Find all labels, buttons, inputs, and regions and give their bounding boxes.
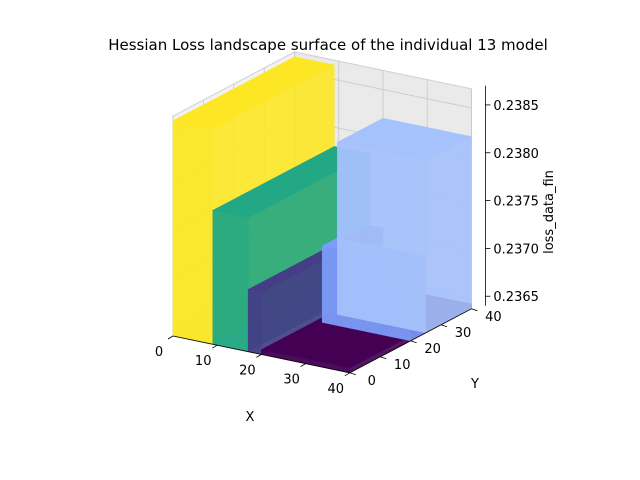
y-tick-label: 10 — [394, 358, 411, 373]
loss-surface — [172, 56, 473, 374]
chart-title: Hessian Loss landscape surface of the in… — [108, 36, 548, 54]
y-tick-mark — [471, 308, 478, 312]
x-tick-mark — [300, 363, 306, 367]
x-axis-label: X — [246, 410, 255, 425]
y-tick-label: 0 — [368, 374, 376, 389]
y-axis-label: Y — [470, 377, 479, 392]
z-tick-label: 0.2370 — [493, 242, 539, 257]
y-tick-label: 40 — [485, 310, 502, 325]
x-tick-mark — [167, 335, 174, 340]
z-tick-label: 0.2385 — [493, 99, 539, 114]
surface-top-face — [172, 56, 336, 130]
surface-front-wall — [337, 141, 427, 334]
z-tick-label: 0.2365 — [493, 290, 539, 305]
surface-front-wall — [172, 120, 214, 345]
z-tick-label: 0.2375 — [493, 195, 539, 210]
surface-front-wall — [212, 210, 249, 352]
z-tick-label: 0.2380 — [493, 147, 539, 162]
y-tick-label: 30 — [455, 326, 472, 341]
x-tick-label: 40 — [328, 382, 345, 397]
surface-front-wall — [247, 289, 262, 355]
x-tick-label: 30 — [283, 373, 300, 388]
axis-ticks: 0 10 20 30 40 0 10 20 30 40 0.2365 0.2370 0.2375 0.23… — [155, 99, 539, 397]
y-tick-mark — [380, 356, 387, 360]
x-tick-label: 10 — [195, 354, 212, 369]
x-tick-label: 0 — [155, 345, 163, 360]
x-tick-mark — [211, 344, 218, 349]
x-tick-mark — [344, 372, 351, 377]
x-tick-label: 20 — [239, 363, 256, 378]
y-tick-mark — [410, 340, 417, 344]
surface-top-face — [336, 117, 473, 161]
y-tick-mark — [349, 372, 356, 376]
surface-side-wall — [425, 136, 472, 334]
x-tick-mark — [256, 354, 262, 358]
z-axis-label: loss_data_fin — [542, 170, 557, 254]
y-tick-mark — [440, 324, 448, 328]
y-axis-line — [349, 308, 472, 374]
y-tick-label: 20 — [424, 342, 441, 357]
